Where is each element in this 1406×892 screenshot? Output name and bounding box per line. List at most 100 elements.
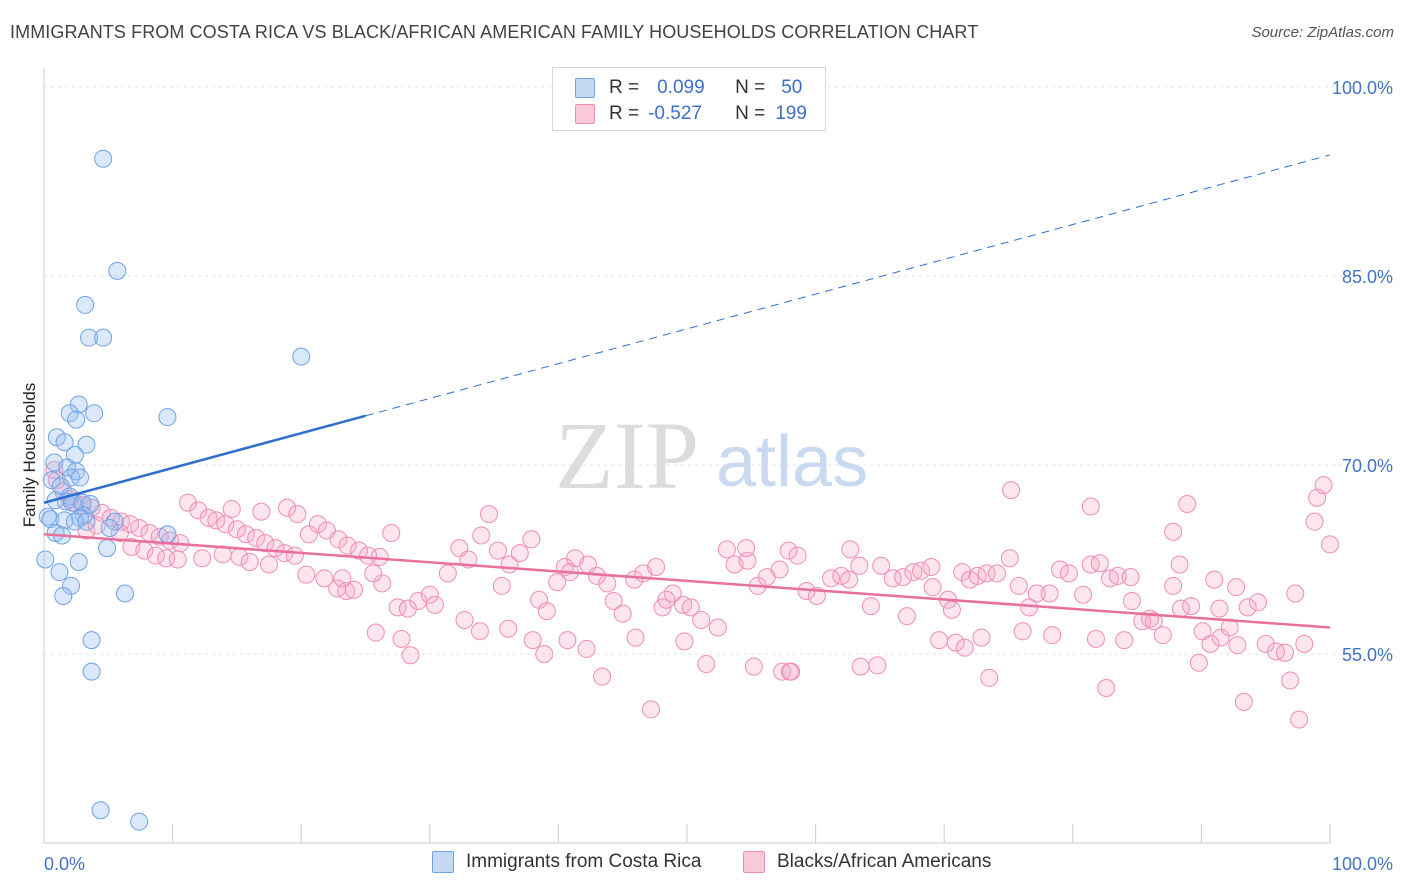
point-costa-rica — [38, 507, 57, 526]
point-black-african-american — [558, 631, 577, 650]
point-black-african-american — [1050, 560, 1069, 579]
point-black-african-american — [488, 541, 507, 560]
point-black-african-american — [1074, 585, 1093, 604]
point-black-african-american — [1086, 629, 1105, 648]
point-costa-rica — [158, 525, 177, 544]
legend-r-label: R = — [609, 77, 640, 98]
bottom-legend-label-pink: Blacks/African Americans — [777, 851, 992, 872]
point-black-african-american — [1234, 692, 1253, 711]
point-black-african-american — [780, 662, 799, 681]
point-costa-rica — [36, 550, 55, 569]
point-black-african-american — [398, 599, 417, 618]
point-black-african-american — [470, 622, 489, 641]
correlation-legend: R = 0.099 N = 50 R = -0.527 N = 199 — [552, 67, 826, 131]
point-black-african-american — [897, 607, 916, 626]
point-black-african-american — [1081, 497, 1100, 516]
point-costa-rica — [77, 512, 96, 531]
point-black-african-american — [1256, 634, 1275, 653]
point-black-african-american — [1182, 597, 1201, 616]
point-black-african-american — [894, 568, 913, 587]
bottom-legend-swatch-pink — [743, 851, 765, 873]
point-black-african-american — [972, 628, 991, 647]
point-black-african-american — [1090, 554, 1109, 573]
point-black-african-american — [1201, 634, 1220, 653]
point-black-african-american — [737, 539, 756, 558]
x-ticks — [43, 824, 1331, 843]
point-black-african-american — [1321, 535, 1339, 554]
points-blue — [36, 149, 311, 831]
point-black-african-american — [247, 529, 266, 548]
trend-lines — [43, 154, 1331, 629]
point-black-african-american — [1140, 609, 1159, 628]
point-black-african-american — [1275, 643, 1294, 662]
point-black-african-american — [625, 570, 644, 589]
point-black-african-american — [479, 505, 498, 524]
bottom-legend-blue: Immigrants from Costa Rica — [432, 851, 701, 873]
point-costa-rica — [82, 662, 101, 681]
point-black-african-american — [1009, 576, 1028, 595]
point-costa-rica — [85, 404, 104, 423]
point-black-african-american — [641, 700, 660, 719]
point-black-african-american — [822, 569, 841, 588]
point-black-african-american — [121, 515, 140, 534]
point-costa-rica — [98, 539, 117, 558]
point-black-african-american — [1002, 481, 1021, 500]
point-costa-rica — [62, 576, 81, 595]
y-tick-label: 55.0% — [1342, 645, 1393, 665]
point-costa-rica — [81, 495, 100, 514]
point-black-african-american — [1305, 512, 1324, 531]
point-black-african-american — [1081, 555, 1100, 574]
point-black-african-american — [1227, 578, 1246, 597]
point-black-african-american — [1170, 555, 1189, 574]
point-black-african-american — [278, 498, 297, 517]
point-costa-rica — [77, 435, 96, 454]
point-black-african-american — [472, 526, 491, 545]
point-black-african-american — [697, 655, 716, 674]
point-black-african-american — [872, 556, 891, 575]
point-black-african-american — [1314, 476, 1333, 495]
source-label: Source: ZipAtlas.com — [1251, 24, 1394, 41]
point-black-african-american — [130, 518, 149, 537]
point-black-african-american — [1121, 568, 1140, 587]
watermark-atlas: atlas — [716, 422, 868, 502]
point-black-african-american — [1115, 631, 1134, 650]
point-black-african-american — [663, 584, 682, 603]
point-black-african-american — [189, 501, 208, 520]
point-black-african-american — [535, 644, 554, 663]
point-costa-rica — [82, 631, 101, 650]
point-black-african-american — [522, 530, 541, 549]
point-black-african-american — [773, 662, 792, 681]
trend-line-blue — [43, 414, 366, 504]
point-black-african-american — [344, 580, 363, 599]
point-black-african-american — [308, 515, 327, 534]
y-tick-label: 100.0% — [1332, 78, 1393, 98]
x-tick-label-min: 0.0% — [44, 854, 85, 874]
point-black-african-american — [315, 569, 334, 588]
legend-swatch-pink — [575, 104, 595, 124]
point-black-african-american — [1266, 642, 1285, 661]
point-black-african-american — [1164, 522, 1183, 541]
point-black-african-american — [227, 520, 246, 539]
point-black-african-american — [455, 610, 474, 629]
point-black-african-american — [647, 558, 666, 577]
point-black-african-american — [329, 530, 348, 549]
point-black-african-american — [604, 592, 623, 611]
point-black-african-american — [359, 546, 378, 565]
point-black-african-american — [987, 564, 1006, 583]
point-black-african-american — [1027, 584, 1046, 603]
bottom-legend-label-blue: Immigrants from Costa Rica — [466, 851, 702, 872]
point-black-african-american — [256, 534, 275, 553]
legend-swatch-blue — [575, 78, 595, 98]
point-black-african-american — [179, 493, 198, 512]
point-black-african-american — [499, 619, 518, 638]
point-costa-rica — [71, 468, 90, 487]
y-tick-label: 85.0% — [1342, 267, 1393, 287]
point-black-african-american — [1281, 671, 1300, 690]
point-black-african-american — [216, 515, 235, 534]
point-black-african-american — [841, 540, 860, 559]
point-black-african-american — [1178, 495, 1197, 514]
point-black-african-american — [980, 668, 999, 687]
point-black-african-american — [537, 602, 556, 621]
point-black-african-american — [1238, 598, 1257, 617]
